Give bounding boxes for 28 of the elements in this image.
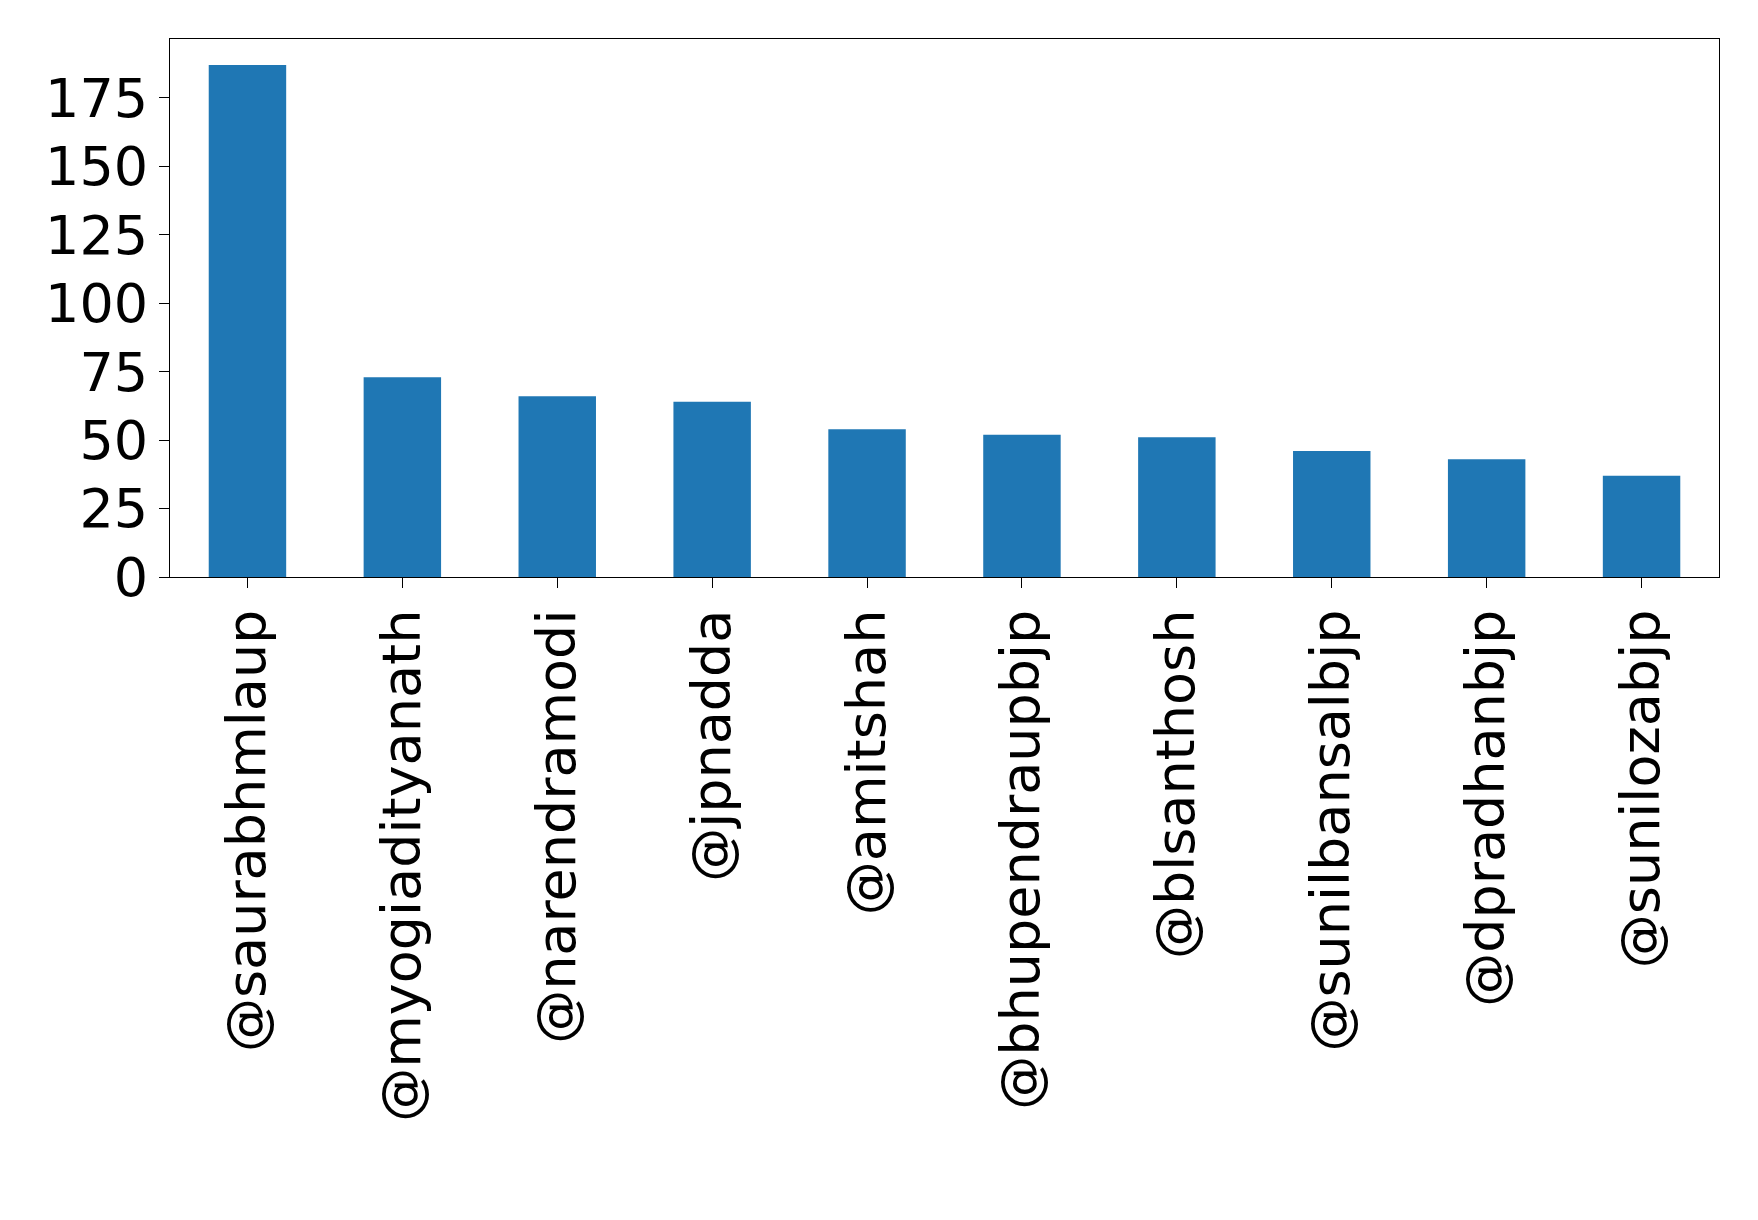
bar [1293,451,1371,577]
bar [518,396,596,577]
x-tick-label: @sunilozabjp [1609,609,1673,969]
bar [983,434,1061,577]
bar [208,65,287,577]
y-tick-label: 175 [45,66,149,130]
bar [673,401,751,577]
x-tick-label: @myogiadityanath [369,609,433,1122]
x-tick-label: @saurabhmlaup [215,609,278,1053]
x-tick-label: @bhupendraupbjp [989,609,1053,1110]
y-tick-label: 50 [79,409,149,472]
x-tick-label: @jpnadda [679,609,743,882]
bar [1138,437,1216,577]
x-tick-label: @narendramodi [524,609,588,1044]
bar [828,429,906,577]
x-tick-label: @amitshah [834,609,898,916]
y-tick-label: 75 [79,340,149,404]
x-tick-label: @blsanthosh [1144,609,1208,960]
x-tick-label: @sunilbansalbjp [1299,609,1363,1052]
y-tick-label: 0 [113,545,149,609]
bar [1602,475,1681,577]
y-tick-label: 150 [45,135,149,199]
y-tick-label: 100 [45,272,149,336]
bar [363,377,442,577]
bar [1447,459,1526,577]
y-tick-label: 25 [79,477,149,541]
y-tick-label: 125 [45,203,149,267]
x-tick-label: @dpradhanbjp [1454,609,1518,1007]
